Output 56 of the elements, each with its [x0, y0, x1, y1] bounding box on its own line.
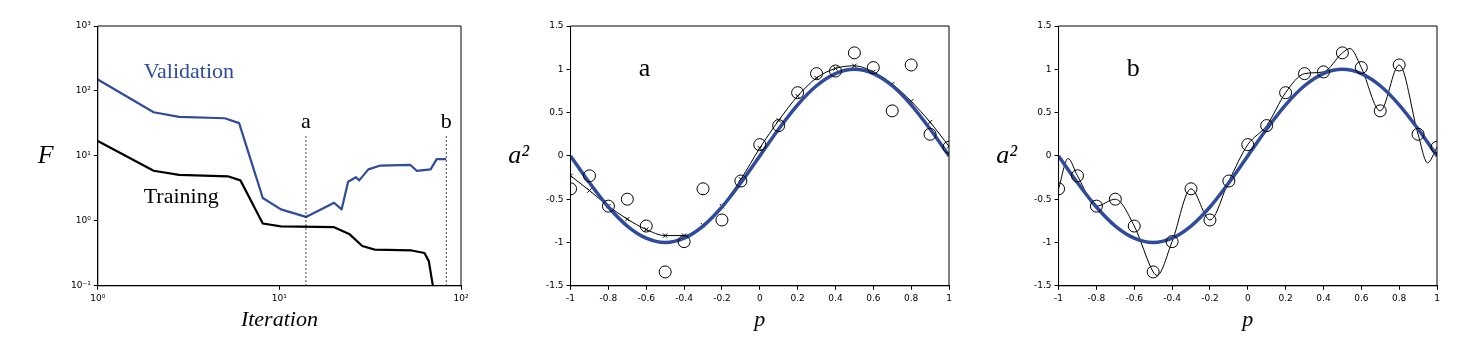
y-axis-title: a² [996, 139, 1019, 169]
x-tick-label: 0.4 [828, 292, 843, 303]
x-tick-label: 0.8 [1391, 292, 1407, 303]
series-label: Validation [143, 58, 235, 84]
y-tick-label: 1.5 [1037, 20, 1052, 31]
y-tick-label: 10⁰ [75, 215, 92, 226]
x-tick-label: 10¹ [271, 292, 288, 303]
x-tick-label: 0.8 [903, 292, 919, 303]
x-tick-label: 1 [946, 292, 952, 303]
x-axis-title: p [1240, 305, 1254, 331]
y-tick-label: 10³ [75, 20, 92, 31]
x-tick-label: 0.6 [866, 292, 881, 303]
x-tick-label: 0.2 [1278, 292, 1293, 303]
x-tick-label: -0.6 [1125, 292, 1144, 303]
x-axis-title: p [752, 305, 766, 331]
x-tick-label: -0.4 [675, 292, 694, 303]
x-tick-label: 0 [756, 292, 763, 303]
y-tick-label: 1 [557, 63, 564, 74]
y-tick-label: 10¹ [75, 150, 92, 161]
x-tick-label: -0.4 [1163, 292, 1182, 303]
y-tick-label: -1.5 [1034, 280, 1052, 291]
x-tick-label: 0.4 [1316, 292, 1331, 303]
y-tick-label: -0.5 [546, 193, 564, 204]
y-tick-label: 0 [557, 150, 564, 161]
annotation: b [1126, 52, 1140, 82]
ref-line-label: b [440, 107, 452, 133]
y-axis-title: F [36, 139, 55, 169]
y-tick-label: 10⁻¹ [71, 280, 92, 291]
x-tick-label: -0.2 [713, 292, 731, 303]
y-tick-label: 0.5 [549, 106, 564, 117]
series-label: Training [143, 182, 219, 208]
y-tick-label: 1 [1045, 63, 1052, 74]
annotation: a [638, 52, 651, 82]
y-tick-label: -0.5 [1034, 193, 1052, 204]
y-tick-label: 0.5 [1037, 106, 1052, 117]
x-tick-label: 10⁰ [90, 292, 106, 303]
x-tick-label: -1 [1054, 292, 1064, 303]
x-tick-label: 0 [1244, 292, 1251, 303]
y-tick-label: 10² [75, 85, 92, 96]
x-tick-label: -0.2 [1201, 292, 1219, 303]
y-tick-label: -1 [554, 236, 564, 247]
y-axis-title: a² [508, 139, 531, 169]
x-tick-label: -1 [566, 292, 576, 303]
x-tick-label: 0.6 [1354, 292, 1369, 303]
y-tick-label: 0 [1045, 150, 1052, 161]
x-tick-label: 0.2 [790, 292, 805, 303]
y-tick-label: -1 [1042, 236, 1052, 247]
y-tick-label: -1.5 [546, 280, 564, 291]
x-axis-title: Iteration [239, 305, 318, 331]
ref-line-label: a [301, 107, 312, 133]
x-tick-label: 10² [453, 292, 469, 303]
x-tick-label: -0.6 [637, 292, 656, 303]
x-tick-label: -0.8 [599, 292, 618, 303]
y-tick-label: 1.5 [549, 20, 564, 31]
x-tick-label: -0.8 [1087, 292, 1106, 303]
x-tick-label: 1 [1434, 292, 1440, 303]
